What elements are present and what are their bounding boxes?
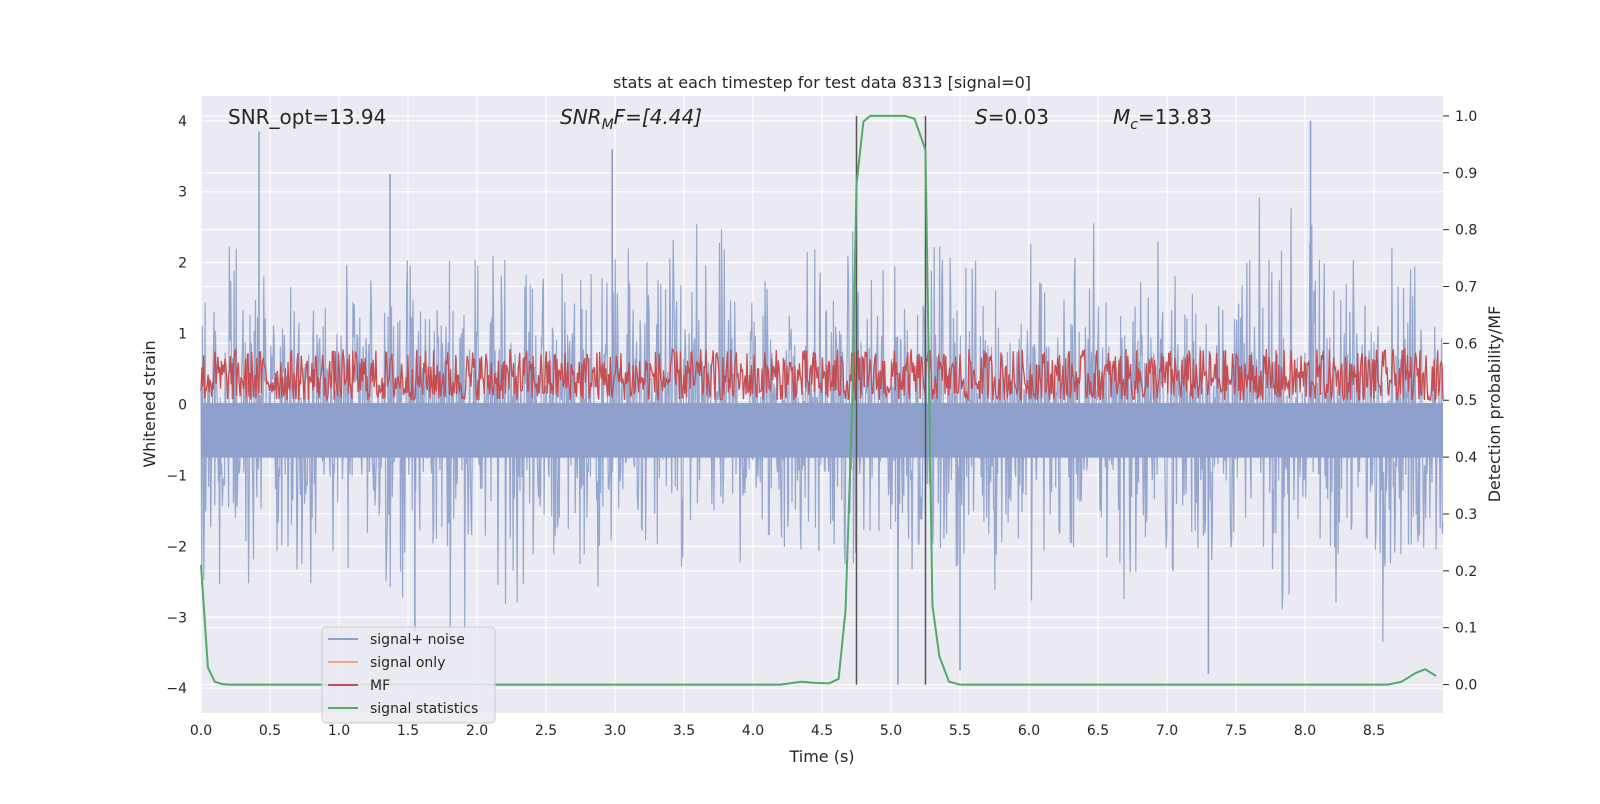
x-tick-label: 0.0 (190, 723, 212, 739)
x-tick-label: 6.5 (1087, 723, 1109, 739)
y-tick-label-left: 3 (178, 185, 187, 201)
annotation-mc: Mc=13.83 (1113, 105, 1212, 133)
legend-label-signal-only: signal only (370, 655, 445, 671)
x-tick-label: 6.0 (1018, 723, 1040, 739)
legend: signal+ noise signal only MF signal stat… (321, 626, 496, 724)
mc-base: M (1113, 105, 1130, 129)
x-tick-label: 3.5 (673, 723, 695, 739)
x-tick-label: 7.0 (1156, 723, 1178, 739)
y-tick-label-right: 0.1 (1455, 621, 1477, 637)
y-tick-label-left: −4 (166, 681, 187, 697)
y-tick-label-right: 0.3 (1455, 507, 1477, 523)
y-tick-label-left: −3 (166, 610, 187, 626)
x-tick-label: 0.5 (259, 723, 281, 739)
y-tick-label-left: 4 (178, 114, 187, 130)
mc-sub: c (1130, 117, 1138, 133)
y-tick-label-right: 0.4 (1455, 450, 1477, 466)
s-symbol: S (975, 105, 988, 129)
chart-title: stats at each timestep for test data 831… (613, 73, 1031, 92)
y-tick-label-left: 2 (178, 256, 187, 272)
ticks: 0.0 0.5 1.0 1.5 2.0 2.5 3.0 3.5 4.0 4.5 5.0 5.5 6.0 6… (166, 109, 1477, 739)
legend-label-signal-noise: signal+ noise (370, 632, 465, 648)
y-tick-label-right: 0.6 (1455, 336, 1477, 352)
snr-mf-sub: M (602, 117, 614, 133)
x-tick-label: 5.0 (880, 723, 902, 739)
mc-value: =13.83 (1138, 105, 1212, 129)
y-tick-label-left: 0 (178, 398, 187, 414)
x-tick-label: 3.0 (604, 723, 626, 739)
legend-label-mf: MF (370, 678, 390, 694)
x-tick-label: 1.5 (397, 723, 419, 739)
y-axis-label-left: Whitened strain (140, 340, 159, 467)
y-tick-label-right: 0.9 (1455, 166, 1477, 182)
x-tick-label: 2.5 (535, 723, 557, 739)
y-tick-label-left: −1 (166, 468, 187, 484)
x-axis-label: Time (s) (788, 747, 854, 766)
x-tick-label: 5.5 (949, 723, 971, 739)
y-tick-label-left: −2 (166, 539, 187, 555)
annotation-snr-opt: SNR_opt=13.94 (228, 105, 386, 129)
snr-mf-base: SNR (560, 105, 602, 129)
mf-line (200, 346, 1444, 403)
legend-label-signal-statistics: signal statistics (370, 701, 478, 717)
legend-box (321, 626, 496, 724)
y-tick-label-right: 0.5 (1455, 393, 1477, 409)
y-tick-label-right: 1.0 (1455, 109, 1477, 125)
y-tick-label-right: 0.2 (1455, 564, 1477, 580)
x-tick-label: 8.0 (1294, 723, 1316, 739)
y-tick-label-right: 0.7 (1455, 280, 1477, 296)
annotation-snr-mf: SNRMF=[4.44] (560, 105, 702, 133)
y-axis-label-right: Detection probability/MF (1485, 306, 1504, 503)
x-tick-label: 2.0 (466, 723, 488, 739)
y-tick-label-left: 1 (178, 327, 187, 343)
x-tick-label: 4.0 (742, 723, 764, 739)
x-tick-label: 8.5 (1363, 723, 1385, 739)
mf-series (200, 346, 1444, 403)
snr-mf-rest: F=[4.44] (614, 105, 702, 129)
s-value: =0.03 (988, 105, 1049, 129)
x-tick-label: 4.5 (811, 723, 833, 739)
annotation-s: S=0.03 (975, 105, 1049, 129)
x-tick-label: 1.0 (328, 723, 350, 739)
x-tick-label: 7.5 (1225, 723, 1247, 739)
y-tick-label-right: 0.8 (1455, 223, 1477, 239)
y-tick-label-right: 0.0 (1455, 678, 1477, 694)
